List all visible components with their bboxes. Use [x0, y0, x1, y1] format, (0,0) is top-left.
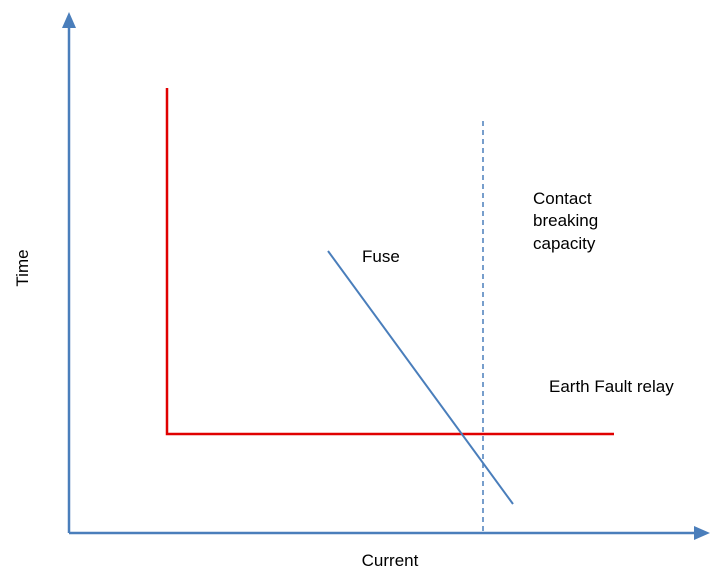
y-axis-arrowhead: [62, 12, 76, 28]
y-axis-label: Time: [13, 249, 32, 286]
contact-breaking-capacity-line-3: capacity: [533, 234, 596, 253]
contact-breaking-capacity-label: Contact breaking capacity: [533, 189, 603, 253]
fuse-curve: [327, 250, 514, 505]
contact-breaking-capacity-line-2: breaking: [533, 211, 598, 230]
fuse-label: Fuse: [362, 247, 400, 266]
contact-breaking-capacity-line-1: Contact: [533, 189, 592, 208]
earth-fault-relay-label: Earth Fault relay: [549, 377, 674, 396]
earth-fault-relay-curve: [165, 88, 614, 436]
x-axis-arrowhead: [694, 526, 710, 540]
x-axis-label: Current: [362, 551, 419, 570]
